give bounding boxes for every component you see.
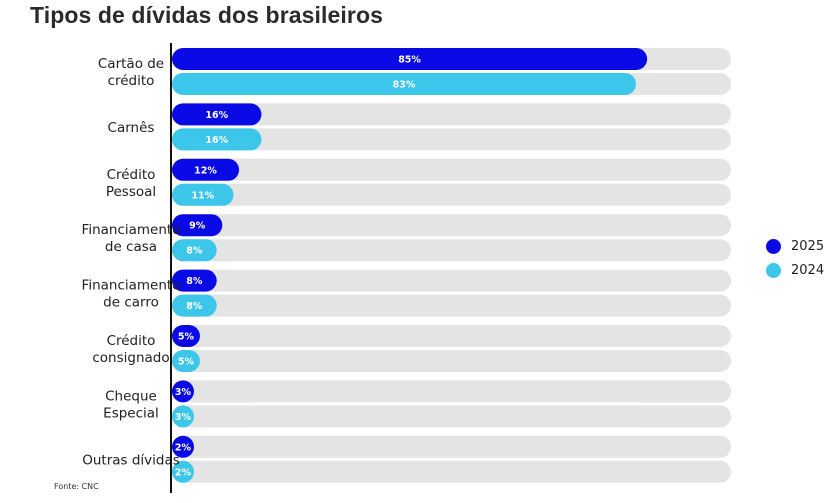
bar-value-label: 2% [175,467,192,478]
bar-value-label: 3% [175,387,192,398]
category-label: Financiamento [82,222,181,238]
bar-2024 [172,350,200,372]
bar-track [172,183,731,206]
bar-value-label: 8% [186,301,203,312]
category-label: de carro [103,295,159,311]
bar-value-label: 11% [191,190,214,201]
bar-2025 [172,435,194,458]
bar-value-label: 16% [205,110,228,121]
category-label: Crédito [107,333,156,349]
category-label: crédito [108,73,155,89]
bar-value-label: 12% [194,165,217,176]
category-label: Crédito [107,167,156,183]
legend-swatch-2024 [766,262,781,278]
bar-value-label: 5% [178,357,195,368]
bar-2024 [172,294,217,317]
bar-value-label: 5% [178,332,195,343]
bar-track [172,350,731,372]
bar-2025 [172,325,200,347]
bar-track [172,294,731,317]
bar-value-label: 16% [205,135,228,146]
category-label: Especial [103,405,159,421]
bar-2025 [172,103,262,126]
bar-track [172,128,731,151]
bar-track [172,269,731,292]
bar-track [172,103,731,126]
bar-value-label: 85% [398,55,421,66]
legend-swatch-2025 [766,238,781,254]
category-label: Financiamento [82,278,181,294]
category-label: consignado [92,350,169,366]
bar-track [172,460,731,483]
bar-value-label: 83% [393,80,416,91]
bar-track [172,380,731,403]
bar-track [172,325,731,347]
legend-label-2025: 2025 [791,238,825,254]
bar-2024 [172,460,194,483]
bar-2024 [172,73,636,95]
legend: 2025 2024 [766,234,824,282]
category-label: Outras dívidas [82,452,180,468]
category-label: Pessoal [106,184,156,200]
bar-value-label: 9% [189,221,206,232]
category-label: Carnês [108,120,155,136]
bar-track [172,214,731,237]
bar-track [172,405,731,428]
bar-2025 [172,214,223,237]
category-label: Cartão de [98,56,164,72]
legend-label-2024: 2024 [791,262,825,278]
bar-2025 [172,48,648,70]
bar-2025 [172,158,240,181]
bar-2024 [172,183,234,206]
source-note: Fonte: CNC [54,482,99,491]
bar-value-label: 3% [175,412,192,423]
legend-item-2025: 2025 [766,234,824,258]
bar-2024 [172,128,262,151]
bar-track [172,239,731,262]
category-label: de casa [105,239,157,255]
bar-track [172,158,731,181]
category-label: Cheque [105,388,157,404]
chart-title: Tipos de dívidas dos brasileiros [30,2,383,28]
bar-value-label: 8% [186,276,203,287]
bar-track [172,435,731,458]
legend-item-2024: 2024 [766,258,824,282]
bar-2024 [172,405,194,428]
bar-value-label: 8% [186,246,203,257]
bar-value-label: 2% [175,442,192,453]
bar-2025 [172,269,217,292]
bar-2024 [172,239,217,262]
bar-2025 [172,380,194,403]
